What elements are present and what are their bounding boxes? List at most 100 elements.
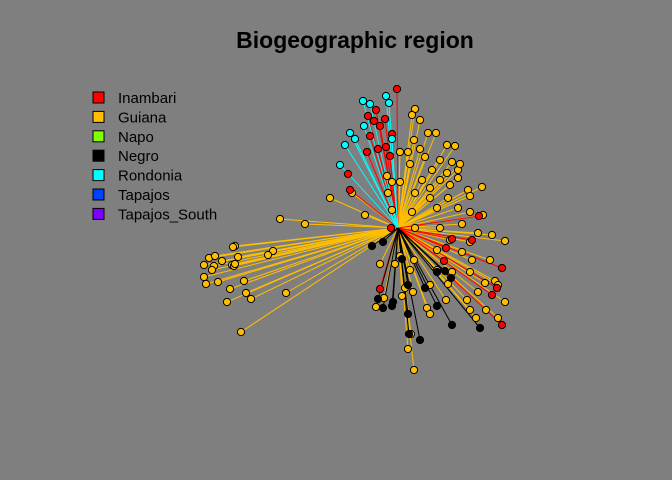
point-guiana-89	[480, 278, 490, 288]
legend-swatch-inambari	[92, 91, 105, 104]
point-inambari-21	[492, 283, 502, 293]
point-guiana-80	[485, 255, 495, 265]
point-inambari-20	[497, 263, 507, 273]
point-negro-7	[403, 280, 413, 290]
point-inambari-8	[362, 147, 372, 157]
legend-swatch-tapajos	[92, 188, 105, 201]
point-negro-8	[373, 294, 383, 304]
point-guiana-110	[403, 344, 413, 354]
point-rondonia-3	[384, 98, 394, 108]
point-guiana-88	[465, 267, 475, 277]
point-inambari-24	[439, 256, 449, 266]
point-guiana-84	[390, 259, 400, 269]
point-rondonia-1	[381, 91, 391, 101]
legend-swatch-rondonia	[92, 169, 105, 182]
point-guiana-38	[420, 152, 430, 162]
point-rondonia-8	[340, 140, 350, 150]
point-guiana-41	[405, 159, 415, 169]
point-guiana-25	[246, 294, 256, 304]
point-guiana-16	[207, 265, 217, 275]
point-guiana-9	[233, 252, 243, 262]
point-guiana-50	[435, 175, 445, 185]
point-rondonia-4	[359, 121, 369, 131]
point-inambari-4	[375, 121, 385, 131]
edge-guiana-65	[397, 207, 438, 229]
point-rondonia-9	[335, 160, 345, 170]
edge-guiana-108	[397, 227, 431, 315]
point-guiana-94	[473, 287, 483, 297]
point-guiana-4	[228, 242, 238, 252]
point-negro-14	[447, 320, 457, 330]
point-inambari-17	[467, 235, 477, 245]
edge-guiana-66	[397, 207, 459, 229]
edge-guiana-2	[304, 223, 399, 229]
point-guiana-46	[382, 171, 392, 181]
point-guiana-22	[241, 288, 251, 298]
edge-guiana-67	[397, 211, 471, 229]
point-guiana-17	[199, 272, 209, 282]
point-guiana-77	[432, 245, 442, 255]
point-guiana-48	[395, 177, 405, 187]
point-guiana-8	[210, 251, 220, 261]
edge-inambari-0	[396, 88, 399, 229]
point-guiana-62	[360, 210, 370, 220]
point-negro-13	[432, 301, 442, 311]
point-guiana-28	[407, 110, 417, 120]
point-negro-15	[475, 323, 485, 333]
point-guiana-44	[455, 159, 465, 169]
point-rondonia-7	[350, 134, 360, 144]
point-negro-3	[440, 266, 450, 276]
point-guiana-78	[457, 247, 467, 257]
point-guiana-99	[441, 295, 451, 305]
legend-label-guiana: Guiana	[118, 109, 167, 126]
point-guiana-104	[481, 305, 491, 315]
point-inambari-7	[365, 131, 375, 141]
point-guiana-58	[410, 188, 420, 198]
point-guiana-42	[427, 165, 437, 175]
point-guiana-20	[239, 276, 249, 286]
point-guiana-31	[431, 128, 441, 138]
point-guiana-108	[425, 309, 435, 319]
point-guiana-70	[435, 223, 445, 233]
point-guiana-23	[281, 288, 291, 298]
chart-title: Biogeographic region	[236, 27, 474, 53]
edge-inambari-17	[397, 227, 473, 241]
point-guiana-40	[447, 157, 457, 167]
edge-guiana-4	[232, 227, 399, 248]
point-guiana-64	[407, 207, 417, 217]
point-guiana-103	[465, 305, 475, 315]
point-negro-12	[403, 309, 413, 319]
edge-guiana-60	[397, 197, 449, 229]
edge-guiana-41	[397, 163, 411, 229]
point-guiana-30	[423, 128, 433, 138]
point-inambari-3	[369, 116, 379, 126]
point-guiana-24	[222, 297, 232, 307]
legend-label-tapajos: Tapajos	[118, 187, 170, 204]
point-inambari-22	[487, 290, 497, 300]
edge-guiana-33	[397, 148, 421, 229]
point-negro-5	[446, 273, 456, 283]
edge-guiana-21	[229, 227, 399, 290]
point-guiana-29	[415, 115, 425, 125]
point-guiana-63	[387, 205, 397, 215]
point-guiana-60	[443, 193, 453, 203]
point-negro-0	[367, 241, 377, 251]
point-inambari-9	[373, 144, 383, 154]
edges-layer	[203, 88, 506, 371]
point-inambari-19	[375, 284, 385, 294]
point-negro-4	[432, 267, 442, 277]
point-guiana-83	[375, 259, 385, 269]
legend-swatch-tapajos_south	[92, 207, 105, 220]
point-guiana-102	[371, 302, 381, 312]
edge-rondonia-8	[344, 144, 399, 229]
point-guiana-61	[465, 191, 475, 201]
point-guiana-52	[425, 183, 435, 193]
edge-guiana-71	[397, 223, 463, 229]
point-guiana-100	[462, 295, 472, 305]
point-guiana-12	[199, 260, 209, 270]
edge-guiana-42	[397, 169, 433, 229]
edge-guiana-100	[397, 227, 468, 301]
edge-guiana-80	[397, 227, 491, 261]
point-guiana-59	[425, 193, 435, 203]
point-guiana-35	[450, 141, 460, 151]
